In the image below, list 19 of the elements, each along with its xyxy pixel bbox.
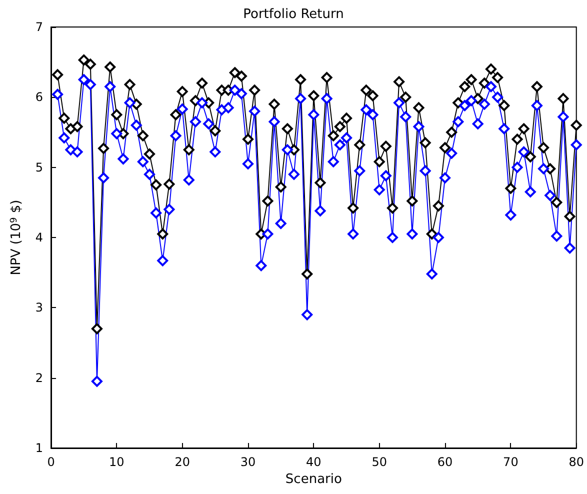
chart-title: Portfolio Return [243, 7, 344, 22]
x-tick-label: 30 [240, 455, 256, 469]
x-axis-title: Scenario [285, 472, 342, 487]
y-tick-label: 3 [35, 300, 43, 315]
x-tick-label: 10 [109, 455, 124, 469]
x-tick-label: 70 [503, 455, 518, 469]
x-tick-label: 50 [372, 455, 387, 469]
x-tick-label: 40 [306, 455, 322, 469]
x-tick-label: 80 [568, 455, 584, 469]
y-tick-label: 1 [35, 441, 43, 455]
x-tick-label: 0 [47, 455, 55, 469]
y-tick-label: 2 [35, 370, 43, 385]
y-tick-label: 7 [35, 20, 43, 34]
y-tick-label: 4 [35, 230, 43, 244]
y-tick-label: 5 [35, 160, 43, 174]
x-tick-label: 20 [174, 455, 190, 469]
y-axis-title: NPV (109 $) [9, 200, 24, 276]
x-tick-label: 60 [437, 455, 453, 469]
y-tick-label: 6 [35, 90, 43, 104]
